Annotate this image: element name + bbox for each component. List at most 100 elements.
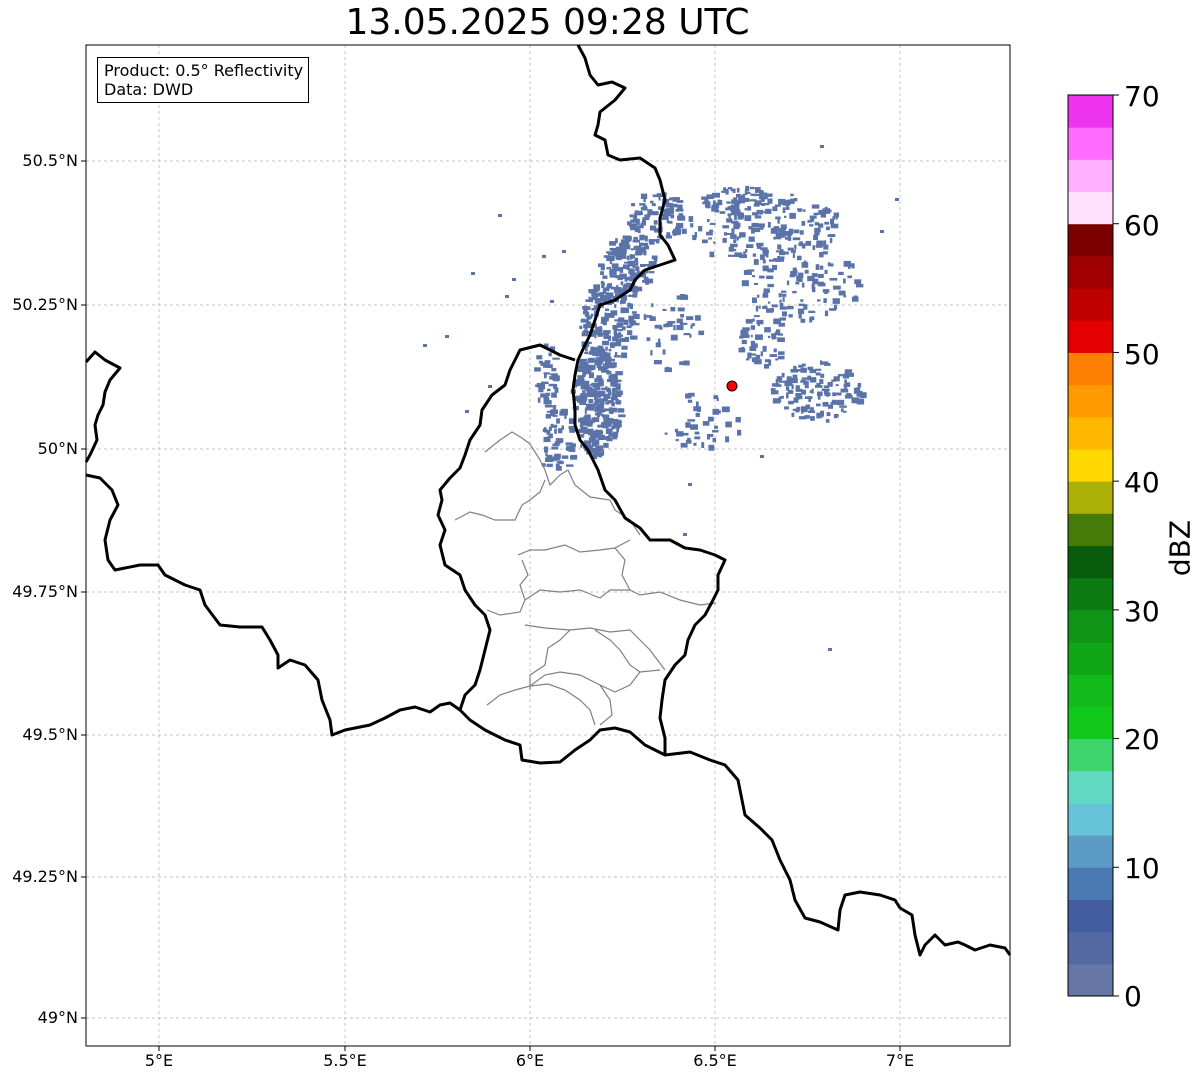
echo-cell [546, 400, 552, 404]
gridlines [86, 45, 1010, 1046]
echo-cell [546, 414, 551, 417]
echo-cell [616, 400, 622, 404]
echo-cell [823, 363, 831, 366]
echo-cell [666, 217, 669, 224]
echo-cell [571, 454, 578, 458]
echo-cell [801, 282, 805, 288]
echo-cell [795, 388, 803, 392]
echo-cell [603, 255, 611, 258]
echo-cell [804, 269, 809, 274]
echo-cell [714, 205, 717, 208]
echo-cell [782, 202, 791, 206]
echo-cell [829, 277, 838, 281]
echo-cell [817, 395, 821, 400]
echo-cell [771, 333, 777, 338]
echo-cell [832, 216, 835, 220]
echo-cell [895, 198, 899, 201]
echo-cell [602, 340, 610, 346]
colorbar-label: dBZ [1163, 519, 1197, 577]
echo-cell [802, 243, 806, 249]
echo-cell [847, 275, 852, 279]
echo-cell [583, 374, 586, 378]
colorbar-segment [1068, 577, 1113, 611]
echo-cell [629, 322, 634, 327]
echo-cell [725, 421, 732, 428]
echo-cell [827, 262, 831, 267]
echo-cell [594, 454, 600, 457]
echo-cell [702, 201, 705, 205]
echo-cell [760, 198, 765, 202]
echo-cell [842, 375, 849, 379]
echo-cell [601, 422, 604, 427]
colorbar-segment [1068, 738, 1113, 772]
echo-cell [792, 267, 797, 272]
echo-cell [647, 265, 651, 268]
echo-cell [607, 335, 611, 341]
colorbar-segment [1068, 159, 1113, 193]
echo-cell [807, 375, 812, 378]
echo-cell [801, 221, 806, 226]
echo-cell [779, 306, 787, 310]
colorbar-segment [1068, 320, 1113, 353]
echo-cell [582, 306, 585, 310]
echo-cell [554, 441, 561, 445]
echo-cell [627, 330, 633, 336]
echo-cell [759, 192, 768, 195]
echo-cell [794, 244, 797, 250]
echo-cell [610, 358, 615, 362]
colorbar-segment [1068, 352, 1113, 386]
echo-cell [594, 334, 597, 339]
echo-cell [643, 276, 649, 281]
map-frame [85, 44, 1011, 1047]
echo-cell [651, 255, 658, 260]
echo-cell [555, 463, 560, 467]
echo-cell [755, 187, 761, 193]
echo-cell [648, 239, 654, 243]
echo-cell [612, 431, 618, 438]
echo-cell [814, 229, 820, 236]
echo-cell [797, 396, 802, 399]
echo-cell [748, 226, 753, 230]
echo-cell [743, 251, 746, 256]
echo-cell [782, 311, 787, 317]
echo-cell [594, 429, 602, 433]
echo-cell [851, 397, 860, 404]
echo-cell [596, 357, 604, 364]
echo-cell [584, 408, 587, 414]
echo-cell [642, 217, 649, 221]
echo-cell [640, 273, 647, 278]
colorbar-tick-label: 20 [1124, 723, 1160, 756]
echo-cell [536, 383, 543, 388]
echo-cell [688, 216, 694, 222]
echo-cell [586, 341, 592, 345]
echo-cell [667, 208, 670, 212]
echo-cell [733, 239, 737, 243]
colorbar-segment [1068, 384, 1113, 418]
echo-cell [643, 314, 647, 320]
echo-cell [632, 239, 640, 243]
echo-cell [767, 222, 771, 228]
colorbar-frame [1067, 94, 1114, 997]
echo-cell [601, 368, 608, 373]
echo-cell [822, 401, 829, 407]
echo-cell [730, 234, 737, 239]
echo-cell [799, 230, 804, 235]
echo-cell [793, 365, 797, 371]
echo-cell [672, 197, 680, 202]
echo-cell [594, 298, 602, 304]
echo-cell [819, 379, 824, 384]
echo-cell [654, 258, 658, 262]
echo-cell [741, 339, 747, 345]
echo-cell [602, 357, 611, 362]
echo-cell [819, 265, 824, 270]
echo-cell [723, 187, 726, 191]
echo-cell [829, 237, 833, 244]
echo-cell [615, 246, 621, 251]
echo-cell [804, 396, 813, 399]
echo-cell [629, 254, 632, 260]
echo-cell [810, 218, 815, 222]
echo-cell [800, 318, 806, 323]
echo-cell [685, 422, 691, 428]
echo-cell [745, 249, 748, 253]
echo-cell [829, 263, 834, 267]
